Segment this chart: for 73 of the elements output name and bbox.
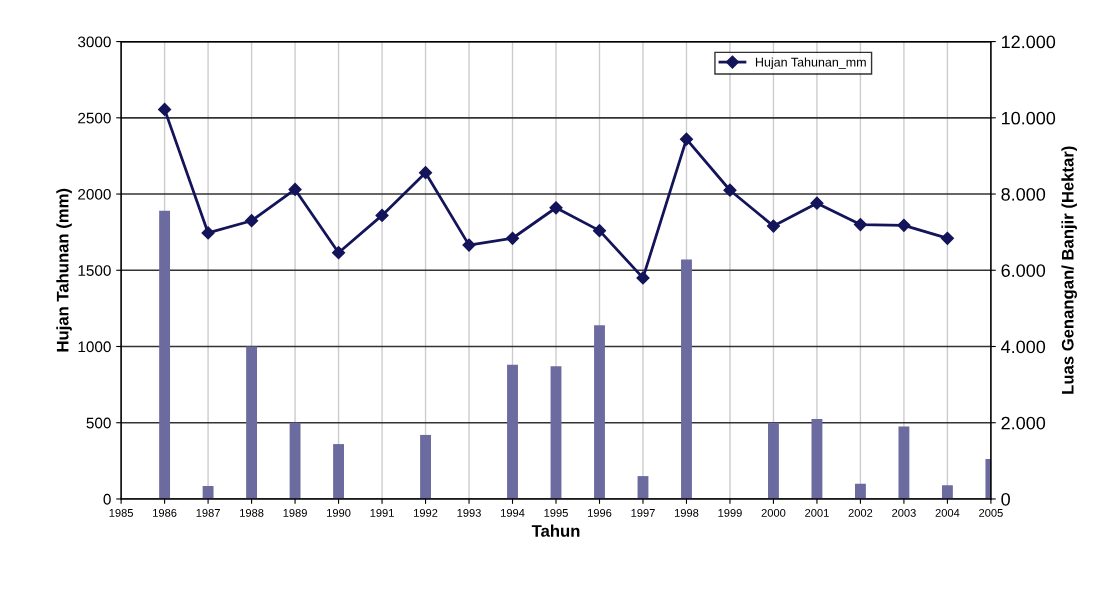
x-tick-label: 1999 — [718, 508, 742, 517]
y2-tick-label: 0 — [1001, 492, 1010, 506]
y-tick-label: 1000 — [78, 341, 111, 353]
bar — [594, 325, 605, 499]
x-tick-label: 1993 — [457, 508, 481, 517]
x-tick-label: 2005 — [979, 508, 1003, 517]
x-tick-label: 1996 — [587, 508, 612, 517]
x-tick-label: 2003 — [892, 508, 916, 517]
x-tick-label: 1986 — [153, 508, 177, 517]
bar — [420, 434, 431, 499]
y-tick-label: 0 — [103, 493, 111, 505]
point — [505, 231, 520, 245]
x-axis-title: Tahun — [531, 524, 580, 537]
point — [810, 196, 824, 210]
y2-tick-label: 12.000 — [1002, 35, 1056, 49]
point — [897, 218, 911, 232]
x-tick-label: 1988 — [240, 508, 264, 517]
bar — [941, 485, 953, 499]
bar — [246, 346, 258, 499]
y-tick-label: 500 — [86, 417, 111, 429]
legend-label: Hujan Tahunan_mm — [755, 57, 866, 70]
x-tick-label: 1985 — [109, 508, 133, 517]
point — [723, 183, 737, 197]
point — [853, 217, 868, 232]
bar — [202, 486, 214, 499]
point — [592, 224, 607, 238]
x-tick-label: 1990 — [327, 508, 351, 517]
y2-tick-label: 8.000 — [1001, 187, 1046, 201]
x-tick-label: 1995 — [544, 508, 568, 517]
point — [549, 201, 563, 215]
bar — [333, 444, 344, 499]
point — [158, 102, 172, 117]
x-tick-label: 1989 — [283, 508, 307, 517]
y2-tick-label: 10.000 — [1002, 111, 1056, 125]
x-tick-label: 1994 — [501, 508, 525, 517]
y-tick-label: 1500 — [78, 265, 111, 276]
bar — [550, 366, 562, 499]
y-axis-title: Hujan Tahunan (mm) — [56, 188, 72, 352]
bar — [681, 259, 692, 499]
x-tick-label: 1992 — [414, 508, 438, 517]
bar — [507, 364, 518, 499]
point — [375, 208, 389, 222]
point — [679, 132, 694, 146]
bar — [768, 422, 779, 499]
x-tick-label: 2002 — [848, 508, 873, 517]
x-tick-label: 2001 — [805, 508, 829, 517]
bar — [898, 426, 910, 499]
y2-tick-label: 2.000 — [1001, 416, 1046, 430]
x-tick-label: 1997 — [631, 508, 655, 517]
bar — [159, 210, 171, 499]
x-tick-label: 1987 — [196, 508, 220, 517]
y2-tick-label: 6.000 — [1001, 264, 1046, 277]
y-tick-label: 2500 — [78, 112, 111, 124]
y-tick-label: 2000 — [78, 188, 111, 200]
point — [940, 231, 954, 245]
x-tick-label: 1991 — [370, 508, 394, 517]
point — [201, 226, 215, 240]
point — [462, 238, 476, 252]
bar — [855, 483, 866, 499]
x-tick-label: 2000 — [761, 508, 786, 517]
y-tick-label: 3000 — [77, 36, 111, 48]
point — [766, 219, 781, 233]
point — [244, 214, 259, 228]
bar — [289, 422, 301, 499]
point — [331, 246, 346, 260]
point — [636, 271, 650, 285]
point — [418, 166, 433, 180]
y2-axis-title: Luas Genangan/ Banjir (Hektar) — [1061, 146, 1078, 394]
point — [288, 182, 302, 197]
x-tick-label: 2004 — [935, 508, 960, 517]
x-tick-label: 1998 — [674, 508, 699, 517]
bar — [811, 418, 823, 499]
y2-tick-label: 4.000 — [1001, 340, 1046, 354]
